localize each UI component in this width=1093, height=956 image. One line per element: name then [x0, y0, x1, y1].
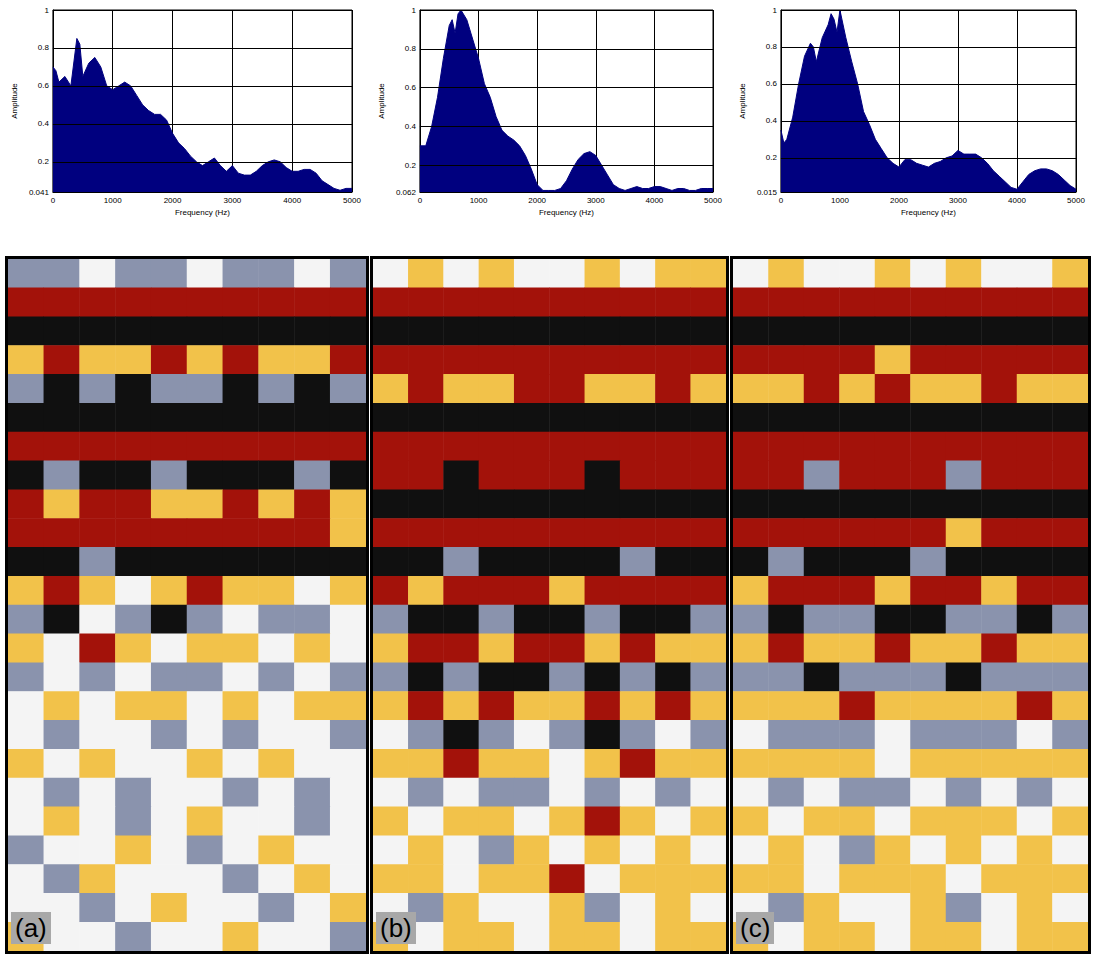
svg-text:0: 0 — [779, 196, 784, 205]
svg-text:1: 1 — [772, 6, 777, 15]
svg-text:1000: 1000 — [104, 196, 122, 205]
svg-text:0.015: 0.015 — [757, 188, 778, 197]
svg-text:0.2: 0.2 — [766, 153, 778, 162]
svg-text:1: 1 — [44, 6, 49, 15]
svg-text:0.6: 0.6 — [405, 83, 417, 92]
svg-text:Frequency (Hz): Frequency (Hz) — [175, 208, 230, 217]
svg-text:0.6: 0.6 — [766, 79, 778, 88]
svg-text:0.8: 0.8 — [766, 42, 778, 51]
svg-text:Amplitude: Amplitude — [377, 83, 386, 119]
svg-text:Frequency (Hz): Frequency (Hz) — [539, 208, 594, 217]
svg-text:5000: 5000 — [1067, 196, 1085, 205]
svg-text:0.062: 0.062 — [396, 188, 417, 197]
svg-text:3000: 3000 — [587, 196, 605, 205]
svg-text:0.041: 0.041 — [29, 188, 50, 197]
html-text:(b): (b) — [380, 913, 412, 943]
svg-text:0.4: 0.4 — [405, 122, 417, 131]
html-text:(a): (a) — [15, 913, 47, 943]
html-text:(c): (c) — [740, 913, 771, 943]
svg-text:4000: 4000 — [283, 196, 301, 205]
svg-text:0.2: 0.2 — [38, 157, 50, 166]
svg-text:0.8: 0.8 — [38, 43, 50, 52]
svg-text:0.4: 0.4 — [766, 116, 778, 125]
svg-text:1000: 1000 — [470, 196, 488, 205]
svg-text:0.6: 0.6 — [38, 81, 50, 90]
svg-text:0.2: 0.2 — [405, 161, 417, 170]
svg-text:1000: 1000 — [831, 196, 849, 205]
svg-text:4000: 4000 — [1008, 196, 1026, 205]
svg-text:Amplitude: Amplitude — [10, 83, 19, 119]
svg-text:4000: 4000 — [645, 196, 663, 205]
svg-text:5000: 5000 — [343, 196, 361, 205]
svg-text:0.4: 0.4 — [38, 119, 50, 128]
svg-text:0.8: 0.8 — [405, 44, 417, 53]
svg-text:3000: 3000 — [223, 196, 241, 205]
svg-text:3000: 3000 — [949, 196, 967, 205]
svg-text:5000: 5000 — [704, 196, 722, 205]
svg-text:2000: 2000 — [890, 196, 908, 205]
svg-text:2000: 2000 — [528, 196, 546, 205]
svg-text:0: 0 — [51, 196, 56, 205]
svg-text:0: 0 — [418, 196, 423, 205]
svg-text:2000: 2000 — [164, 196, 182, 205]
svg-text:1: 1 — [411, 6, 416, 15]
svg-text:Frequency (Hz): Frequency (Hz) — [901, 208, 956, 217]
svg-text:Amplitude: Amplitude — [738, 83, 747, 119]
